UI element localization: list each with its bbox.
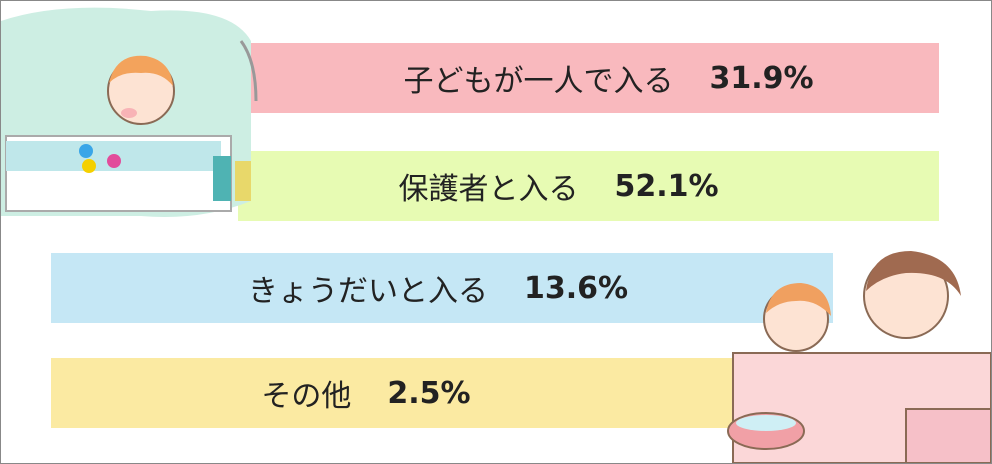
value: 31.9% (709, 60, 814, 96)
value: 52.1% (614, 168, 719, 204)
bath-illustration (727, 251, 991, 463)
band: 子どもが一人で入る 31.9% (238, 43, 939, 113)
label: 保護者と入る (398, 172, 579, 207)
band: 保護者と入る 52.1% (238, 151, 939, 221)
value: 2.5% (387, 375, 471, 411)
label: きょうだいと入る (247, 274, 488, 309)
band: その他 2.5% (51, 358, 811, 428)
bath-illustration (1, 7, 258, 217)
label: その他 (261, 379, 352, 414)
label: 子どもが一人で入る (403, 64, 674, 99)
band: きょうだいと入る 13.6% (51, 253, 833, 323)
value: 13.6% (523, 270, 629, 306)
